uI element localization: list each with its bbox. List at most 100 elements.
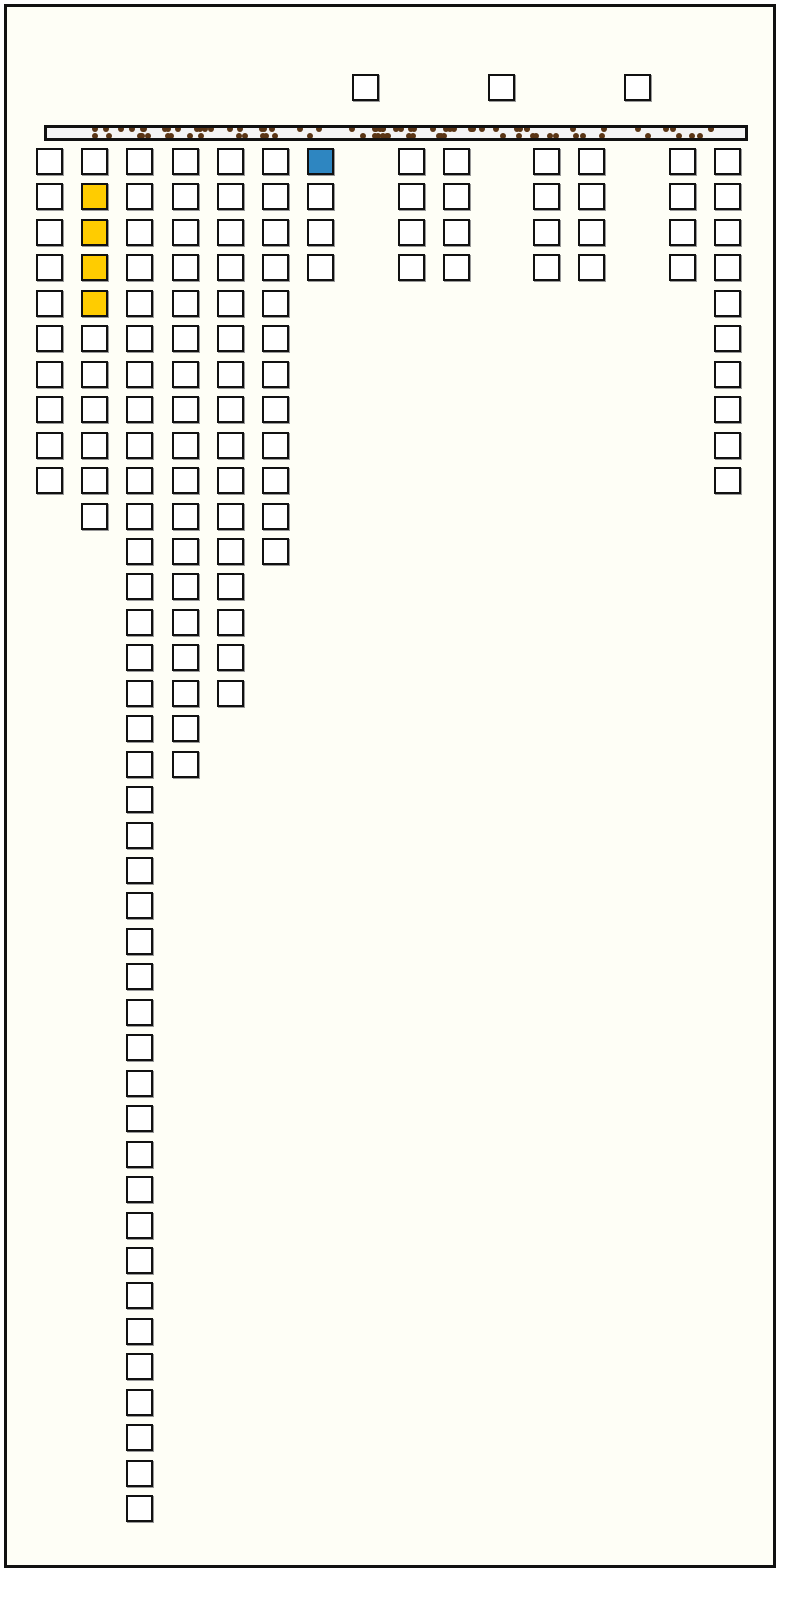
grid-cell[interactable] [668, 218, 696, 246]
grid-cell[interactable] [171, 431, 199, 459]
grid-cell[interactable] [533, 148, 561, 175]
grid-cell[interactable] [126, 644, 154, 672]
grid-cell[interactable] [126, 679, 154, 707]
grid-cell[interactable] [262, 148, 289, 175]
grid-cell[interactable] [81, 502, 109, 530]
grid-cell[interactable] [397, 218, 425, 246]
grid-cell[interactable] [126, 1211, 154, 1239]
grid-cell[interactable] [714, 396, 741, 424]
grid-cell[interactable] [216, 183, 244, 211]
grid-cell[interactable] [397, 183, 425, 211]
grid-cell[interactable] [126, 254, 154, 282]
grid-cell[interactable] [126, 1034, 154, 1062]
grid-cell[interactable] [126, 1140, 154, 1168]
grid-cell[interactable] [126, 1459, 154, 1487]
grid-cell[interactable] [36, 183, 63, 211]
highlighted-cell[interactable] [81, 289, 109, 317]
grid-cell[interactable] [533, 254, 561, 282]
grid-cell[interactable] [36, 325, 63, 353]
grid-cell[interactable] [81, 325, 109, 353]
grid-cell[interactable] [714, 467, 741, 495]
grid-cell[interactable] [216, 608, 244, 636]
grid-cell[interactable] [714, 254, 741, 282]
grid-cell[interactable] [126, 998, 154, 1026]
grid-cell[interactable] [533, 183, 561, 211]
grid-cell[interactable] [216, 254, 244, 282]
grid-cell[interactable] [262, 467, 289, 495]
top-slot[interactable] [488, 74, 515, 101]
grid-cell[interactable] [714, 148, 741, 175]
grid-cell[interactable] [81, 360, 109, 388]
grid-cell[interactable] [171, 254, 199, 282]
grid-cell[interactable] [262, 502, 289, 530]
grid-cell[interactable] [714, 431, 741, 459]
grid-cell[interactable] [171, 502, 199, 530]
grid-cell[interactable] [36, 467, 63, 495]
grid-cell[interactable] [126, 1176, 154, 1204]
grid-cell[interactable] [126, 467, 154, 495]
grid-cell[interactable] [126, 218, 154, 246]
highlighted-cell[interactable] [307, 148, 335, 175]
grid-cell[interactable] [36, 289, 63, 317]
grid-cell[interactable] [171, 325, 199, 353]
grid-cell[interactable] [171, 360, 199, 388]
grid-cell[interactable] [714, 325, 741, 353]
grid-cell[interactable] [307, 254, 335, 282]
grid-cell[interactable] [126, 608, 154, 636]
grid-cell[interactable] [126, 1246, 154, 1274]
grid-cell[interactable] [714, 360, 741, 388]
grid-cell[interactable] [126, 396, 154, 424]
grid-cell[interactable] [262, 183, 289, 211]
grid-cell[interactable] [81, 148, 109, 175]
grid-cell[interactable] [171, 715, 199, 743]
grid-cell[interactable] [171, 608, 199, 636]
grid-cell[interactable] [442, 218, 470, 246]
grid-cell[interactable] [262, 537, 289, 565]
grid-cell[interactable] [578, 148, 606, 175]
grid-cell[interactable] [714, 183, 741, 211]
grid-cell[interactable] [126, 1353, 154, 1381]
grid-cell[interactable] [171, 750, 199, 778]
grid-cell[interactable] [668, 148, 696, 175]
grid-cell[interactable] [126, 1424, 154, 1452]
grid-cell[interactable] [442, 254, 470, 282]
grid-cell[interactable] [126, 821, 154, 849]
grid-cell[interactable] [307, 183, 335, 211]
grid-cell[interactable] [171, 644, 199, 672]
grid-cell[interactable] [216, 289, 244, 317]
grid-cell[interactable] [126, 786, 154, 814]
grid-cell[interactable] [262, 396, 289, 424]
grid-cell[interactable] [171, 289, 199, 317]
grid-cell[interactable] [126, 360, 154, 388]
grid-cell[interactable] [126, 857, 154, 884]
grid-cell[interactable] [171, 573, 199, 601]
grid-cell[interactable] [126, 750, 154, 778]
grid-cell[interactable] [216, 325, 244, 353]
grid-cell[interactable] [216, 218, 244, 246]
grid-cell[interactable] [533, 218, 561, 246]
grid-cell[interactable] [262, 254, 289, 282]
grid-cell[interactable] [216, 537, 244, 565]
grid-cell[interactable] [126, 1105, 154, 1133]
grid-cell[interactable] [171, 679, 199, 707]
grid-cell[interactable] [126, 325, 154, 353]
highlighted-cell[interactable] [81, 183, 109, 211]
grid-cell[interactable] [442, 183, 470, 211]
grid-cell[interactable] [397, 148, 425, 175]
grid-cell[interactable] [36, 254, 63, 282]
grid-cell[interactable] [262, 360, 289, 388]
grid-cell[interactable] [578, 218, 606, 246]
grid-cell[interactable] [126, 431, 154, 459]
grid-cell[interactable] [668, 254, 696, 282]
grid-cell[interactable] [171, 183, 199, 211]
grid-cell[interactable] [216, 644, 244, 672]
grid-cell[interactable] [126, 1495, 154, 1523]
grid-cell[interactable] [36, 360, 63, 388]
grid-cell[interactable] [216, 502, 244, 530]
grid-cell[interactable] [442, 148, 470, 175]
grid-cell[interactable] [262, 289, 289, 317]
grid-cell[interactable] [216, 679, 244, 707]
grid-cell[interactable] [126, 927, 154, 955]
grid-cell[interactable] [36, 431, 63, 459]
grid-cell[interactable] [578, 254, 606, 282]
